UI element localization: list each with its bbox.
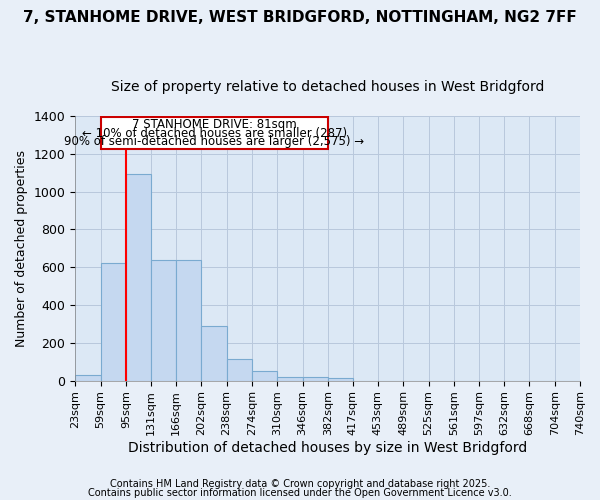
Bar (302, 377, 328, 380)
Bar (75, 375, 101, 380)
Text: ← 10% of detached houses are smaller (287): ← 10% of detached houses are smaller (28… (82, 126, 347, 140)
Bar (126, 174, 151, 380)
Text: Contains HM Land Registry data © Crown copyright and database right 2025.: Contains HM Land Registry data © Crown c… (110, 479, 490, 489)
Bar (328, 378, 353, 380)
Bar (201, 326, 227, 380)
Bar (151, 260, 176, 380)
Text: 7, STANHOME DRIVE, WEST BRIDGFORD, NOTTINGHAM, NG2 7FF: 7, STANHOME DRIVE, WEST BRIDGFORD, NOTTI… (23, 10, 577, 25)
Bar (277, 377, 302, 380)
Title: Size of property relative to detached houses in West Bridgford: Size of property relative to detached ho… (111, 80, 544, 94)
Y-axis label: Number of detached properties: Number of detached properties (15, 150, 28, 347)
Bar (101, 264, 126, 380)
X-axis label: Distribution of detached houses by size in West Bridgford: Distribution of detached houses by size … (128, 441, 527, 455)
Text: 7 STANHOME DRIVE: 81sqm: 7 STANHOME DRIVE: 81sqm (132, 118, 296, 132)
Bar (176, 260, 201, 380)
Bar (227, 359, 252, 380)
Text: 90% of semi-detached houses are larger (2,575) →: 90% of semi-detached houses are larger (… (64, 134, 364, 147)
Bar (252, 371, 277, 380)
FancyBboxPatch shape (101, 117, 328, 149)
Text: Contains public sector information licensed under the Open Government Licence v3: Contains public sector information licen… (88, 488, 512, 498)
